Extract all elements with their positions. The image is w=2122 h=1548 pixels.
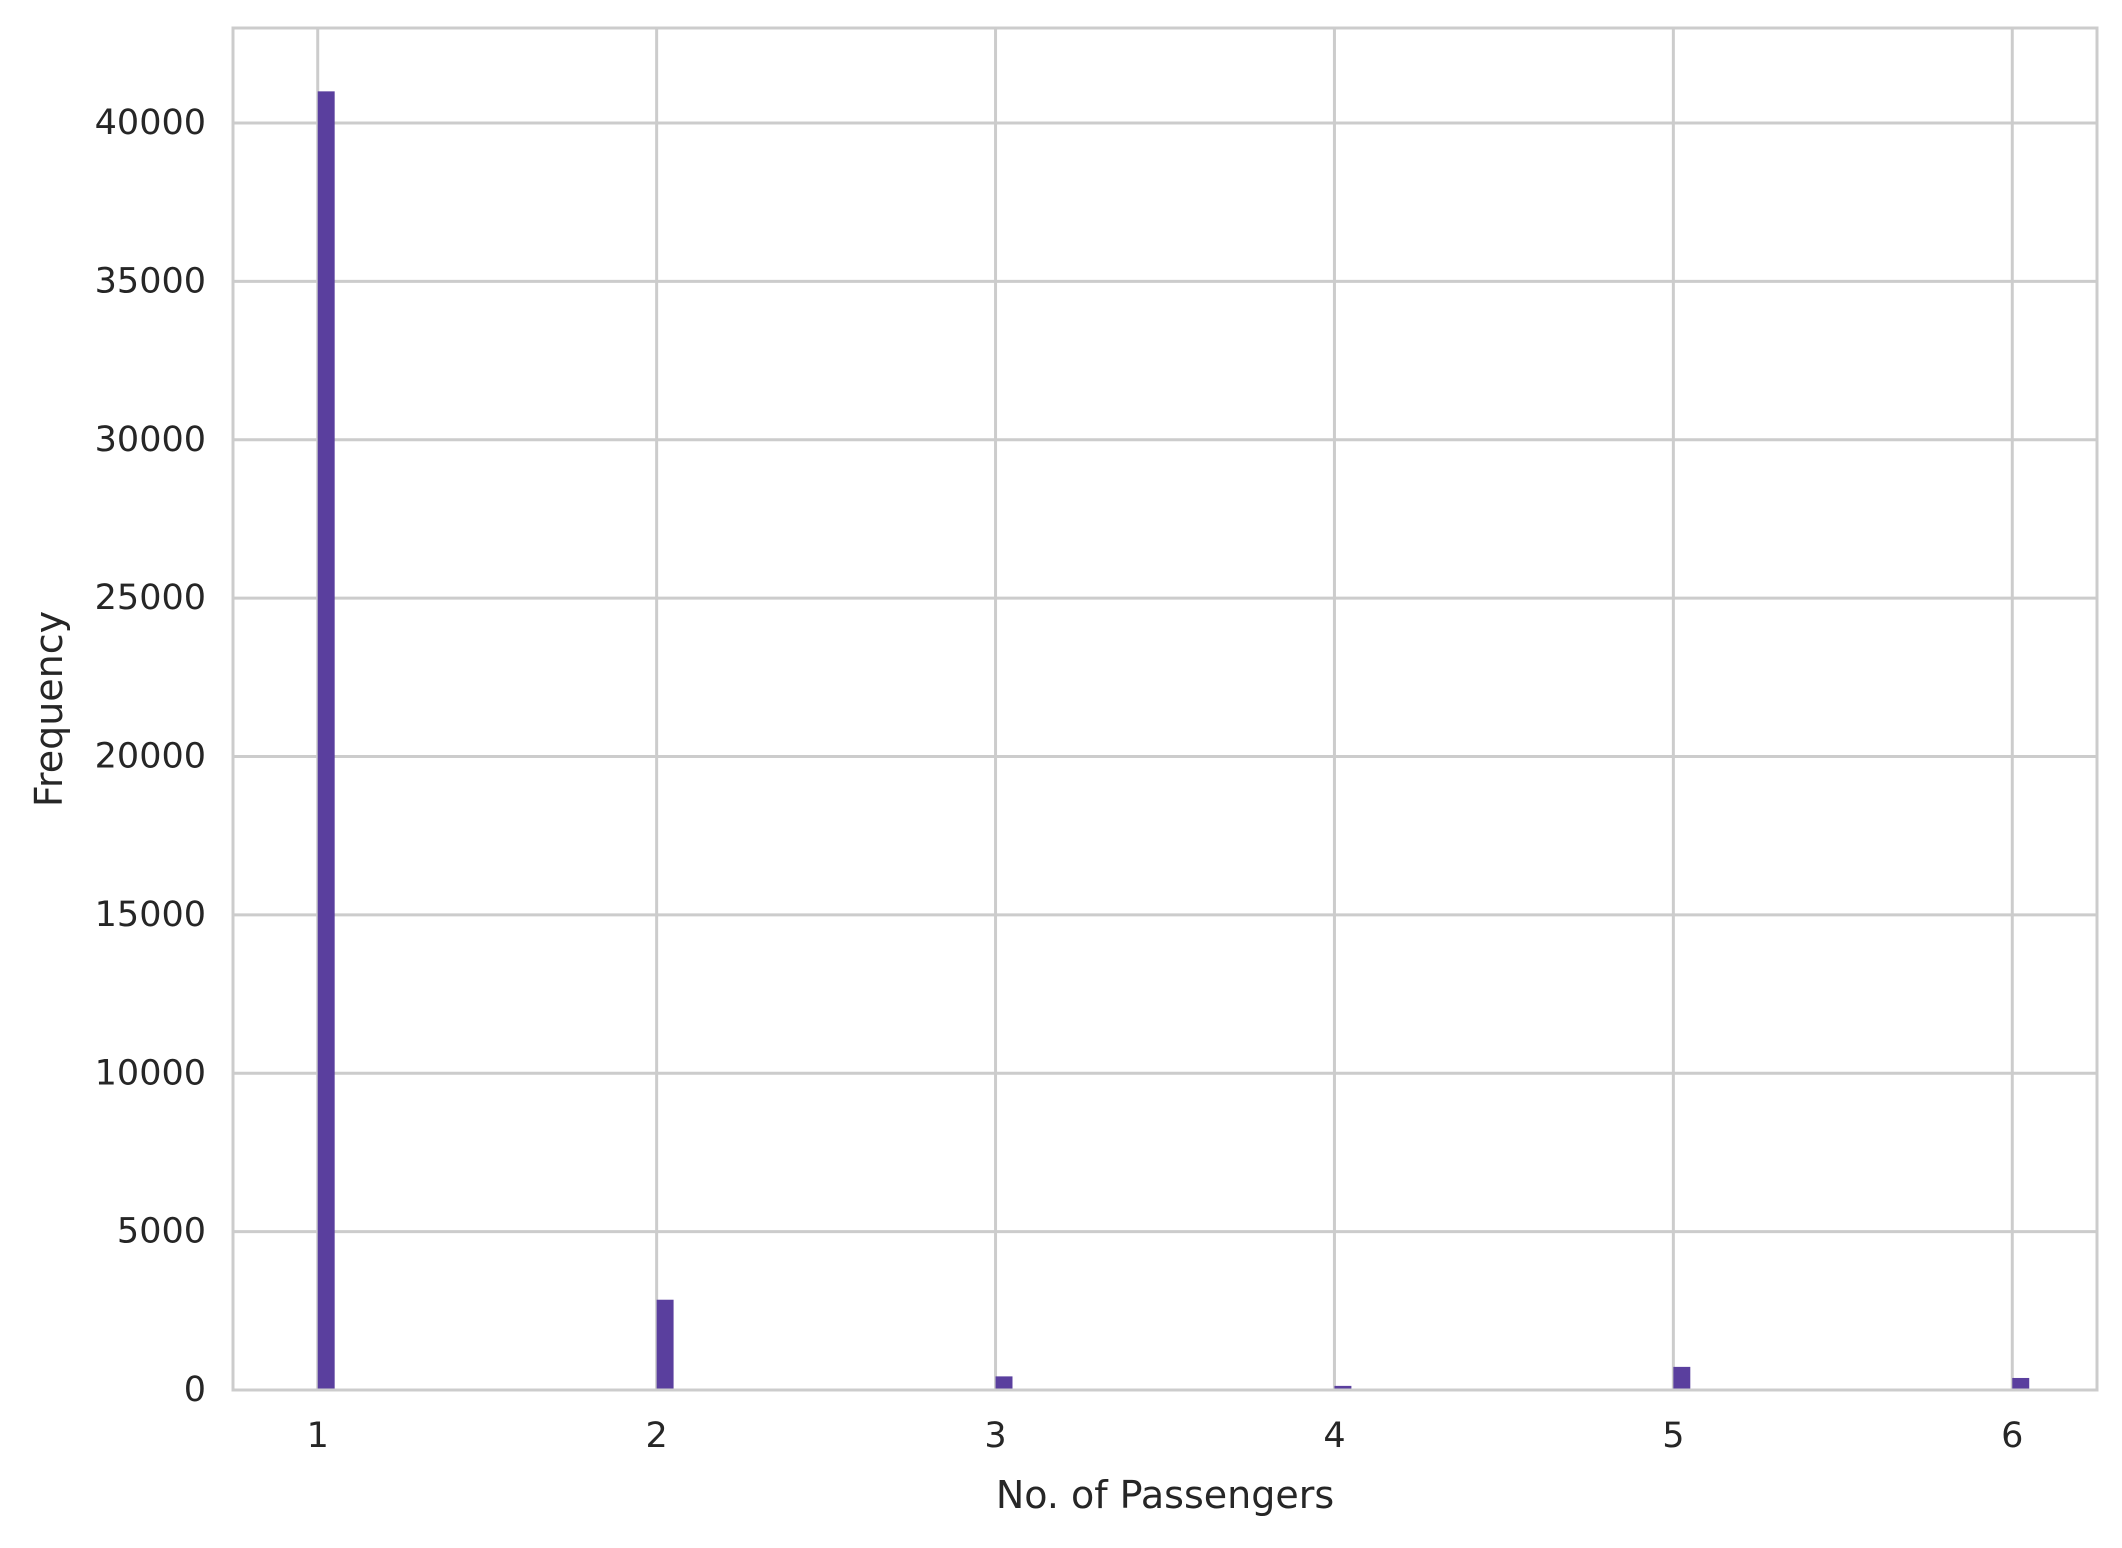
x-tick-label-5: 5: [1662, 1416, 1684, 1456]
plot-frame: [231, 26, 2099, 1392]
x-tick-labels: 1 2 3 4 5 6: [307, 1416, 2024, 1456]
y-tick-label-35000: 35000: [95, 261, 206, 301]
bar-6: [2012, 1377, 2030, 1390]
y-axis-label: Frequency: [27, 611, 71, 807]
bar-3: [995, 1376, 1013, 1390]
bar-4: [1334, 1385, 1352, 1390]
bar-1: [317, 91, 335, 1390]
y-tick-label-5000: 5000: [117, 1212, 206, 1252]
bar-5: [1673, 1366, 1691, 1390]
grid-layer: [233, 28, 2097, 1392]
bar-2: [656, 1299, 674, 1390]
y-tick-label-30000: 30000: [95, 420, 206, 460]
y-tick-labels: 0 5000 10000 15000 20000 25000 30000 35000 40000: [95, 103, 206, 1410]
x-tick-label-2: 2: [645, 1416, 667, 1456]
x-tick-label-6: 6: [2001, 1416, 2023, 1456]
y-tick-label-40000: 40000: [95, 103, 206, 143]
x-tick-label-1: 1: [307, 1416, 329, 1456]
y-tick-label-25000: 25000: [95, 578, 206, 618]
y-tick-label-20000: 20000: [95, 737, 206, 777]
bars-layer: [317, 91, 2030, 1390]
x-tick-label-4: 4: [1323, 1416, 1345, 1456]
y-tick-label-0: 0: [184, 1370, 206, 1410]
x-tick-label-3: 3: [984, 1416, 1006, 1456]
x-axis-label: No. of Passengers: [996, 1473, 1334, 1517]
y-tick-label-15000: 15000: [95, 895, 206, 935]
y-tick-label-10000: 10000: [95, 1053, 206, 1093]
